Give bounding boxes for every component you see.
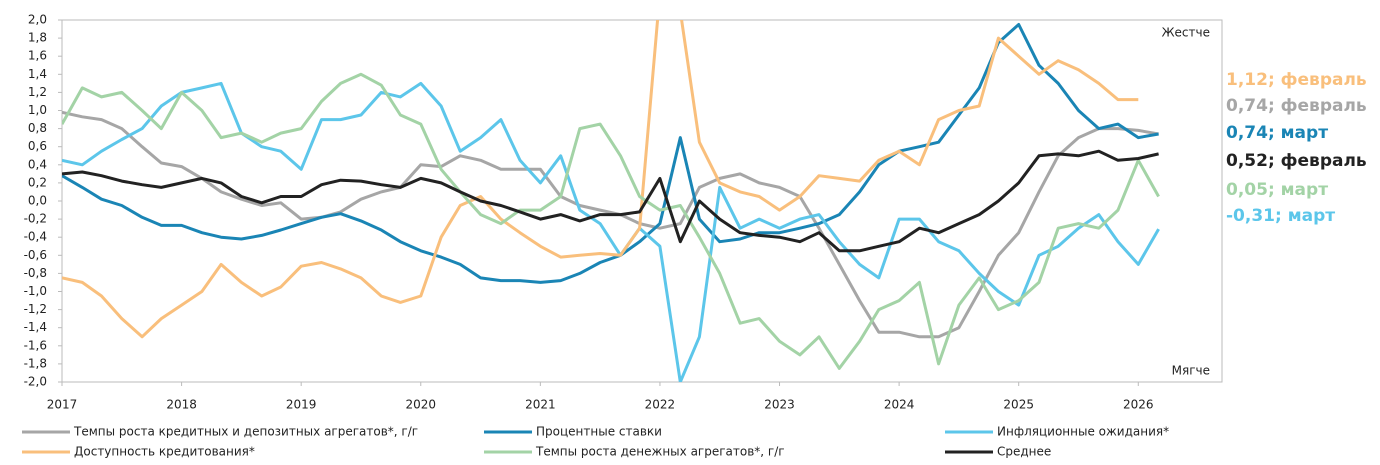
- y-tick-label: 0,8: [28, 121, 47, 135]
- annotation: Мягче: [1172, 364, 1210, 378]
- y-tick-label: -1,4: [24, 320, 47, 334]
- series-line: [62, 81, 1160, 382]
- end-label: 0,52; февраль: [1226, 151, 1367, 171]
- y-tick-label: -1,6: [24, 338, 47, 352]
- x-tick-label: 2024: [884, 398, 915, 412]
- y-tick-label: -0,6: [24, 248, 47, 262]
- legend-label: Инфляционные ожидания*: [997, 425, 1169, 439]
- x-tick-label: 2020: [405, 398, 436, 412]
- y-tick-label: 2,0: [28, 13, 47, 27]
- series-line: [62, 149, 1159, 253]
- legend-label: Среднее: [997, 445, 1051, 459]
- y-tick-label: 0,4: [28, 157, 47, 171]
- series-line: [62, 20, 1139, 339]
- y-tick-label: 0,0: [28, 194, 47, 208]
- x-tick-label: 2018: [166, 398, 197, 412]
- series-line: [62, 23, 1159, 284]
- end-label: 0,74; март: [1226, 123, 1328, 143]
- y-tick-label: 1,2: [28, 85, 47, 99]
- end-label: -0,31; март: [1226, 206, 1335, 226]
- legend-label: Доступность кредитования*: [74, 445, 255, 459]
- legend-label: Процентные ставки: [536, 425, 662, 439]
- y-tick-label: -1,0: [24, 284, 47, 298]
- x-tick-label: 2026: [1123, 398, 1154, 412]
- annotation: Жестче: [1162, 26, 1210, 40]
- y-tick-label: -0,4: [24, 230, 47, 244]
- x-tick-label: 2021: [525, 398, 556, 412]
- legend-label: Темпы роста кредитных и депозитных агрег…: [73, 425, 418, 439]
- y-tick-label: 0,2: [28, 175, 47, 189]
- y-tick-label: 1,4: [28, 67, 47, 81]
- y-tick-label: 1,8: [28, 31, 47, 45]
- x-tick-label: 2023: [764, 398, 795, 412]
- end-label: 0,74; февраль: [1226, 96, 1367, 116]
- plot-area: [62, 20, 1160, 382]
- y-tick-label: 0,6: [28, 139, 47, 153]
- x-tick-label: 2017: [47, 398, 78, 412]
- x-tick-label: 2025: [1003, 398, 1034, 412]
- y-tick-label: 1,6: [28, 49, 47, 63]
- x-tick-label: 2022: [645, 398, 676, 412]
- y-tick-label: -1,2: [24, 302, 47, 316]
- y-tick-label: -0,2: [24, 212, 47, 226]
- end-label: 1,12; февраль: [1226, 70, 1367, 90]
- y-tick-label: -1,8: [24, 356, 47, 370]
- y-tick-label: -0,8: [24, 266, 47, 280]
- x-tick-label: 2019: [286, 398, 317, 412]
- y-tick-label: -2,0: [24, 375, 47, 389]
- end-label: 0,05; март: [1226, 180, 1328, 200]
- series-line: [62, 72, 1160, 370]
- legend-label: Темпы роста денежных агрегатов*, г/г: [535, 445, 785, 459]
- y-tick-label: 1,0: [28, 103, 47, 117]
- series-line: [62, 110, 1159, 339]
